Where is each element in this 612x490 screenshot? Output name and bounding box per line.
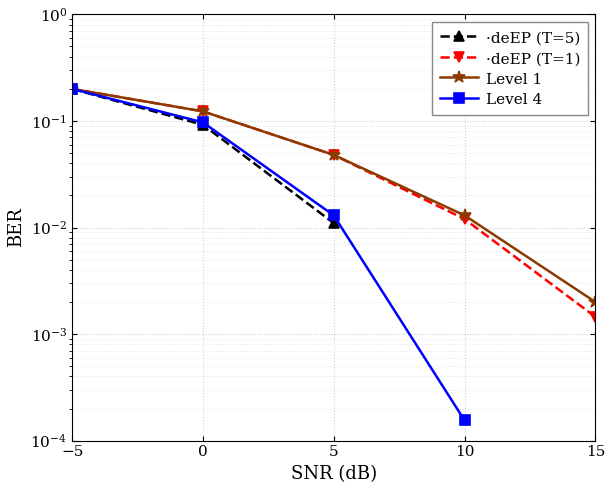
Level 4 [330,213,337,219]
·deEP (T=1) [200,108,207,114]
Line: ·deEP (T=1): ·deEP (T=1) [67,84,600,322]
Y-axis label: BER: BER [7,208,25,247]
·deEP (T=1) [461,216,468,222]
·deEP (T=5) [69,86,76,92]
Level 4 [200,120,207,125]
Level 4 [461,417,468,423]
Level 1 [200,108,207,114]
Legend: ·deEP (T=5), ·deEP (T=1), Level 1, Level 4: ·deEP (T=5), ·deEP (T=1), Level 1, Level… [432,22,588,115]
Level 4 [69,86,76,92]
Level 1 [69,86,76,92]
·deEP (T=5) [330,220,337,226]
Level 1 [330,152,337,158]
·deEP (T=1) [330,152,337,158]
·deEP (T=5) [200,122,207,128]
Line: ·deEP (T=5): ·deEP (T=5) [67,84,338,228]
X-axis label: SNR (dB): SNR (dB) [291,465,377,483]
Level 1 [461,213,468,219]
Line: Level 1: Level 1 [66,83,602,308]
Line: Level 4: Level 4 [67,84,469,425]
Level 1 [592,299,599,305]
·deEP (T=1) [69,86,76,92]
·deEP (T=1) [592,314,599,320]
